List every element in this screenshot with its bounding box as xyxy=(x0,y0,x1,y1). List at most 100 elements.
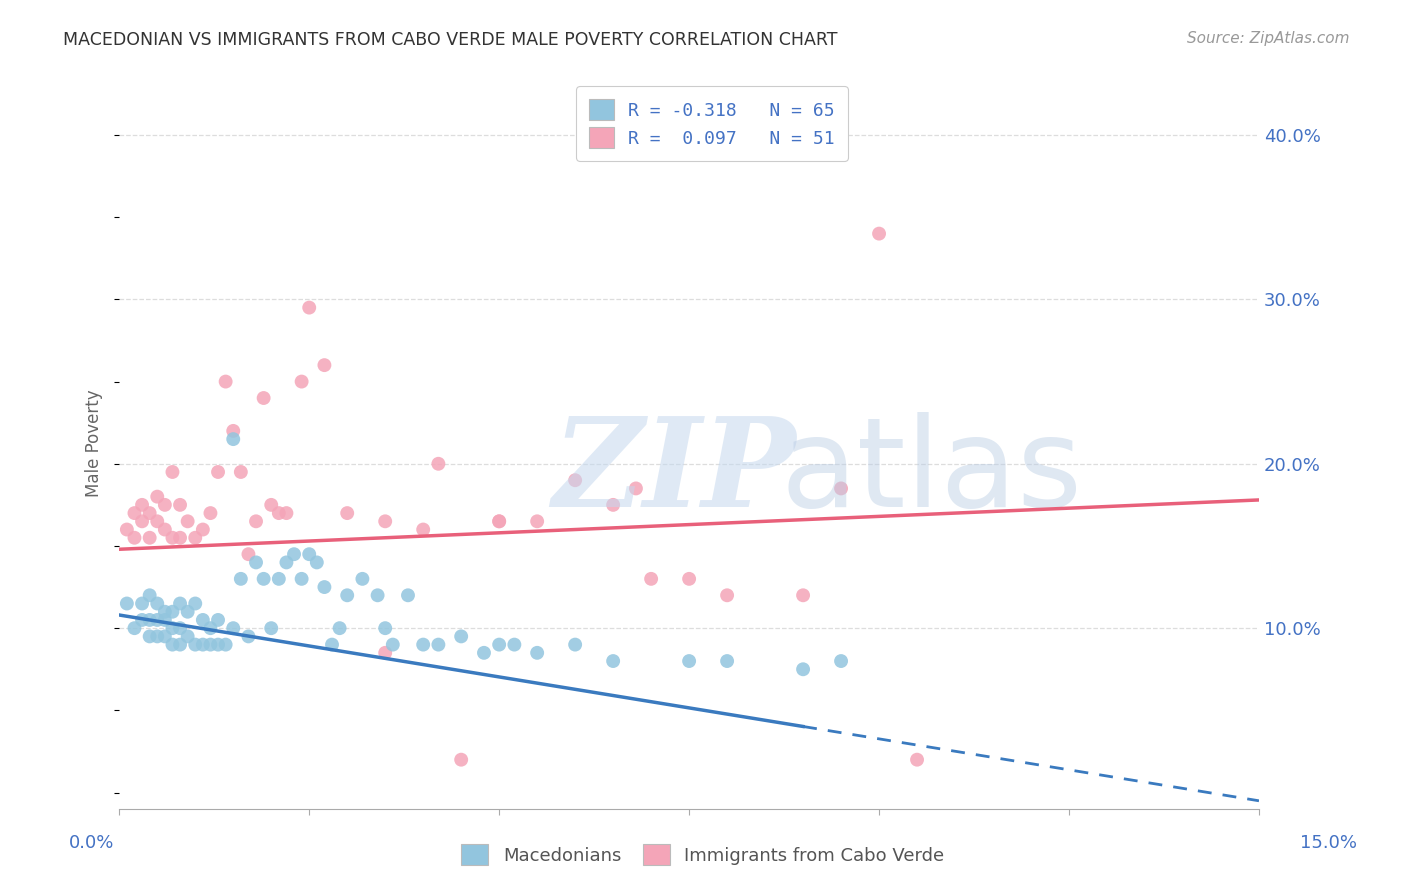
Text: atlas: atlas xyxy=(780,412,1083,533)
Point xyxy=(238,629,260,643)
Point xyxy=(169,597,191,611)
Point xyxy=(253,572,276,586)
Point xyxy=(267,572,290,586)
Point xyxy=(305,556,328,570)
Point xyxy=(412,638,434,652)
Point xyxy=(678,572,700,586)
Y-axis label: Male Poverty: Male Poverty xyxy=(86,390,103,497)
Point xyxy=(153,605,176,619)
Text: 15.0%: 15.0% xyxy=(1301,834,1357,852)
Point xyxy=(222,424,245,438)
Point xyxy=(336,588,359,602)
Point xyxy=(472,646,495,660)
Point xyxy=(191,523,214,537)
Point xyxy=(381,638,404,652)
Point xyxy=(321,638,343,652)
Point xyxy=(314,358,336,372)
Point xyxy=(124,621,146,635)
Point xyxy=(176,514,198,528)
Point xyxy=(450,629,472,643)
Point xyxy=(146,597,169,611)
Point xyxy=(253,391,276,405)
Point xyxy=(336,506,359,520)
Point xyxy=(283,547,305,561)
Legend: Macedonians, Immigrants from Cabo Verde: Macedonians, Immigrants from Cabo Verde xyxy=(453,835,953,874)
Point xyxy=(138,629,160,643)
Point xyxy=(131,498,153,512)
Point xyxy=(245,556,267,570)
Point xyxy=(191,638,214,652)
Point xyxy=(640,572,662,586)
Point xyxy=(162,531,184,545)
Text: 0.0%: 0.0% xyxy=(69,834,114,852)
Point xyxy=(153,629,176,643)
Point xyxy=(276,506,298,520)
Point xyxy=(138,531,160,545)
Point xyxy=(374,646,396,660)
Point xyxy=(229,572,252,586)
Point xyxy=(367,588,389,602)
Point xyxy=(412,523,434,537)
Point xyxy=(564,638,586,652)
Point xyxy=(868,227,890,241)
Text: Source: ZipAtlas.com: Source: ZipAtlas.com xyxy=(1187,31,1350,46)
Point xyxy=(830,482,852,496)
Point xyxy=(146,514,169,528)
Point xyxy=(200,506,222,520)
Point xyxy=(314,580,336,594)
Point xyxy=(374,621,396,635)
Point xyxy=(488,514,510,528)
Point xyxy=(222,621,245,635)
Point xyxy=(153,613,176,627)
Point xyxy=(169,621,191,635)
Point xyxy=(526,646,548,660)
Point xyxy=(488,514,510,528)
Point xyxy=(245,514,267,528)
Point xyxy=(184,597,207,611)
Point xyxy=(291,375,314,389)
Point xyxy=(716,588,738,602)
Point xyxy=(267,506,290,520)
Point xyxy=(146,613,169,627)
Point xyxy=(678,654,700,668)
Point xyxy=(214,375,236,389)
Point xyxy=(207,638,229,652)
Point xyxy=(131,597,153,611)
Point xyxy=(374,514,396,528)
Point xyxy=(169,638,191,652)
Point xyxy=(352,572,374,586)
Point xyxy=(260,498,283,512)
Point xyxy=(146,629,169,643)
Point xyxy=(153,498,176,512)
Point xyxy=(298,301,321,315)
Point xyxy=(162,638,184,652)
Point xyxy=(200,621,222,635)
Point xyxy=(624,482,647,496)
Point xyxy=(207,465,229,479)
Point xyxy=(191,613,214,627)
Point xyxy=(602,498,624,512)
Point xyxy=(792,588,814,602)
Point xyxy=(716,654,738,668)
Point xyxy=(207,613,229,627)
Point xyxy=(526,514,548,528)
Point xyxy=(488,638,510,652)
Point xyxy=(298,547,321,561)
Point xyxy=(124,506,146,520)
Point xyxy=(200,638,222,652)
Point xyxy=(138,613,160,627)
Point xyxy=(162,621,184,635)
Point xyxy=(176,629,198,643)
Point xyxy=(222,432,245,446)
Point xyxy=(830,654,852,668)
Point xyxy=(291,572,314,586)
Point xyxy=(792,662,814,676)
Point xyxy=(176,605,198,619)
Point xyxy=(115,597,138,611)
Point xyxy=(229,465,252,479)
Point xyxy=(115,523,138,537)
Point xyxy=(131,514,153,528)
Point xyxy=(602,654,624,668)
Point xyxy=(503,638,526,652)
Text: ZIP: ZIP xyxy=(553,412,796,533)
